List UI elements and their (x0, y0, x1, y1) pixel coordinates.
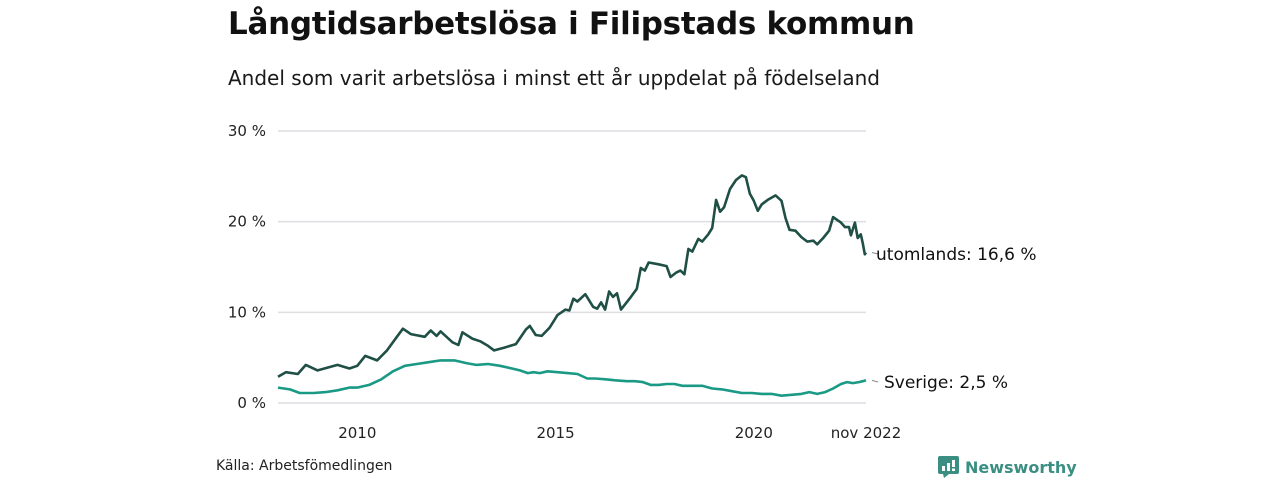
x-tick-label: 2010 (338, 424, 376, 442)
series-lines (277, 174, 868, 397)
series-line-utomlands (277, 174, 868, 378)
y-tick-label: 10 % (228, 303, 266, 321)
x-tick-label: nov 2022 (831, 424, 902, 442)
chart-title: Långtidsarbetslösa i Filipstads kommun (228, 6, 915, 42)
series-line-sverige (277, 359, 867, 397)
y-axis-ticks: 0 % 10 % 20 % 30 % (228, 122, 266, 412)
gridlines (278, 130, 866, 404)
end-label-sverige: Sverige: 2,5 % (884, 373, 1008, 393)
y-tick-label: 30 % (228, 122, 266, 140)
y-tick-label: 0 % (237, 394, 266, 412)
x-tick-label: 2015 (536, 424, 574, 442)
bar-chart-speech-bubble-icon (938, 456, 959, 478)
series-end-labels: utomlands: 16,6 % Sverige: 2,5 % (871, 245, 1037, 393)
brand-name: Newsworthy (965, 457, 1077, 477)
end-label-utomlands: utomlands: 16,6 % (876, 245, 1037, 265)
x-tick-label: 2020 (735, 424, 773, 442)
newsworthy-logo: Newsworthy (938, 456, 1077, 478)
x-axis-ticks: 2010 2015 2020 nov 2022 (338, 424, 901, 442)
chart-subtitle: Andel som varit arbetslösa i minst ett å… (228, 66, 880, 90)
y-tick-label: 20 % (228, 213, 266, 231)
source-note: Källa: Arbetsfömedlingen (216, 458, 393, 474)
label-connector (871, 379, 879, 383)
label-connector (871, 252, 879, 255)
